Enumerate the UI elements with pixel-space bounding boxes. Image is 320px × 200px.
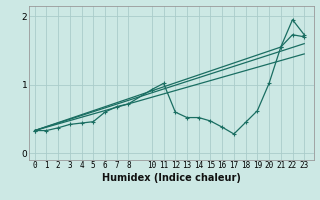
X-axis label: Humidex (Indice chaleur): Humidex (Indice chaleur) bbox=[102, 173, 241, 183]
